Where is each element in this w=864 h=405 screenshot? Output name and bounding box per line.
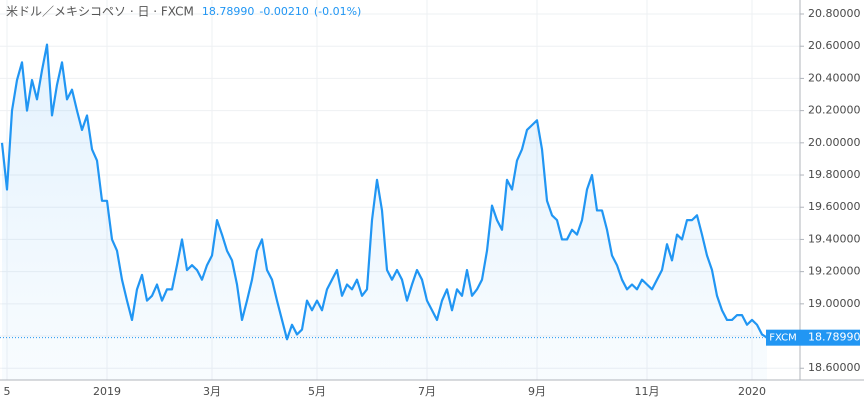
y-tick-label: 18.60000 xyxy=(808,361,861,374)
source-tag: FXCM xyxy=(769,333,797,344)
symbol-title: 米ドル／メキシコペソ · 日 · FXCM xyxy=(6,5,194,19)
price-tag-bg xyxy=(800,329,860,346)
change: -0.00210 xyxy=(259,5,308,18)
price: 18.78990 xyxy=(202,5,255,18)
y-tick-label: 19.20000 xyxy=(808,265,861,278)
x-tick-label: 3月 xyxy=(203,385,221,398)
x-tick-label: 7月 xyxy=(418,385,436,398)
y-tick-label: 19.40000 xyxy=(808,232,861,245)
y-tick-label: 20.80000 xyxy=(808,7,861,20)
y-tick-label: 19.60000 xyxy=(808,200,861,213)
y-tick-label: 20.60000 xyxy=(808,39,861,52)
x-tick-label: 2020 xyxy=(738,385,766,398)
price-line xyxy=(0,43,768,341)
y-tick-label: 20.40000 xyxy=(808,71,861,84)
change-pct: (-0.01%) xyxy=(314,5,362,18)
y-tick-label: 20.00000 xyxy=(808,136,861,149)
y-tick-label: 19.00000 xyxy=(808,297,861,310)
x-tick-label: 5月 xyxy=(308,385,326,398)
price-tag: 18.78990 xyxy=(808,331,861,344)
x-tick-label: 2019 xyxy=(93,385,121,398)
x-tick-label: 5 xyxy=(4,385,11,398)
area-fill xyxy=(2,44,767,381)
y-tick-label: 19.80000 xyxy=(808,168,861,181)
x-tick-label: 9月 xyxy=(528,385,546,398)
y-tick-label: 20.20000 xyxy=(808,104,861,117)
x-tick-label: 11月 xyxy=(635,385,660,398)
source-tag-bg xyxy=(766,329,800,346)
